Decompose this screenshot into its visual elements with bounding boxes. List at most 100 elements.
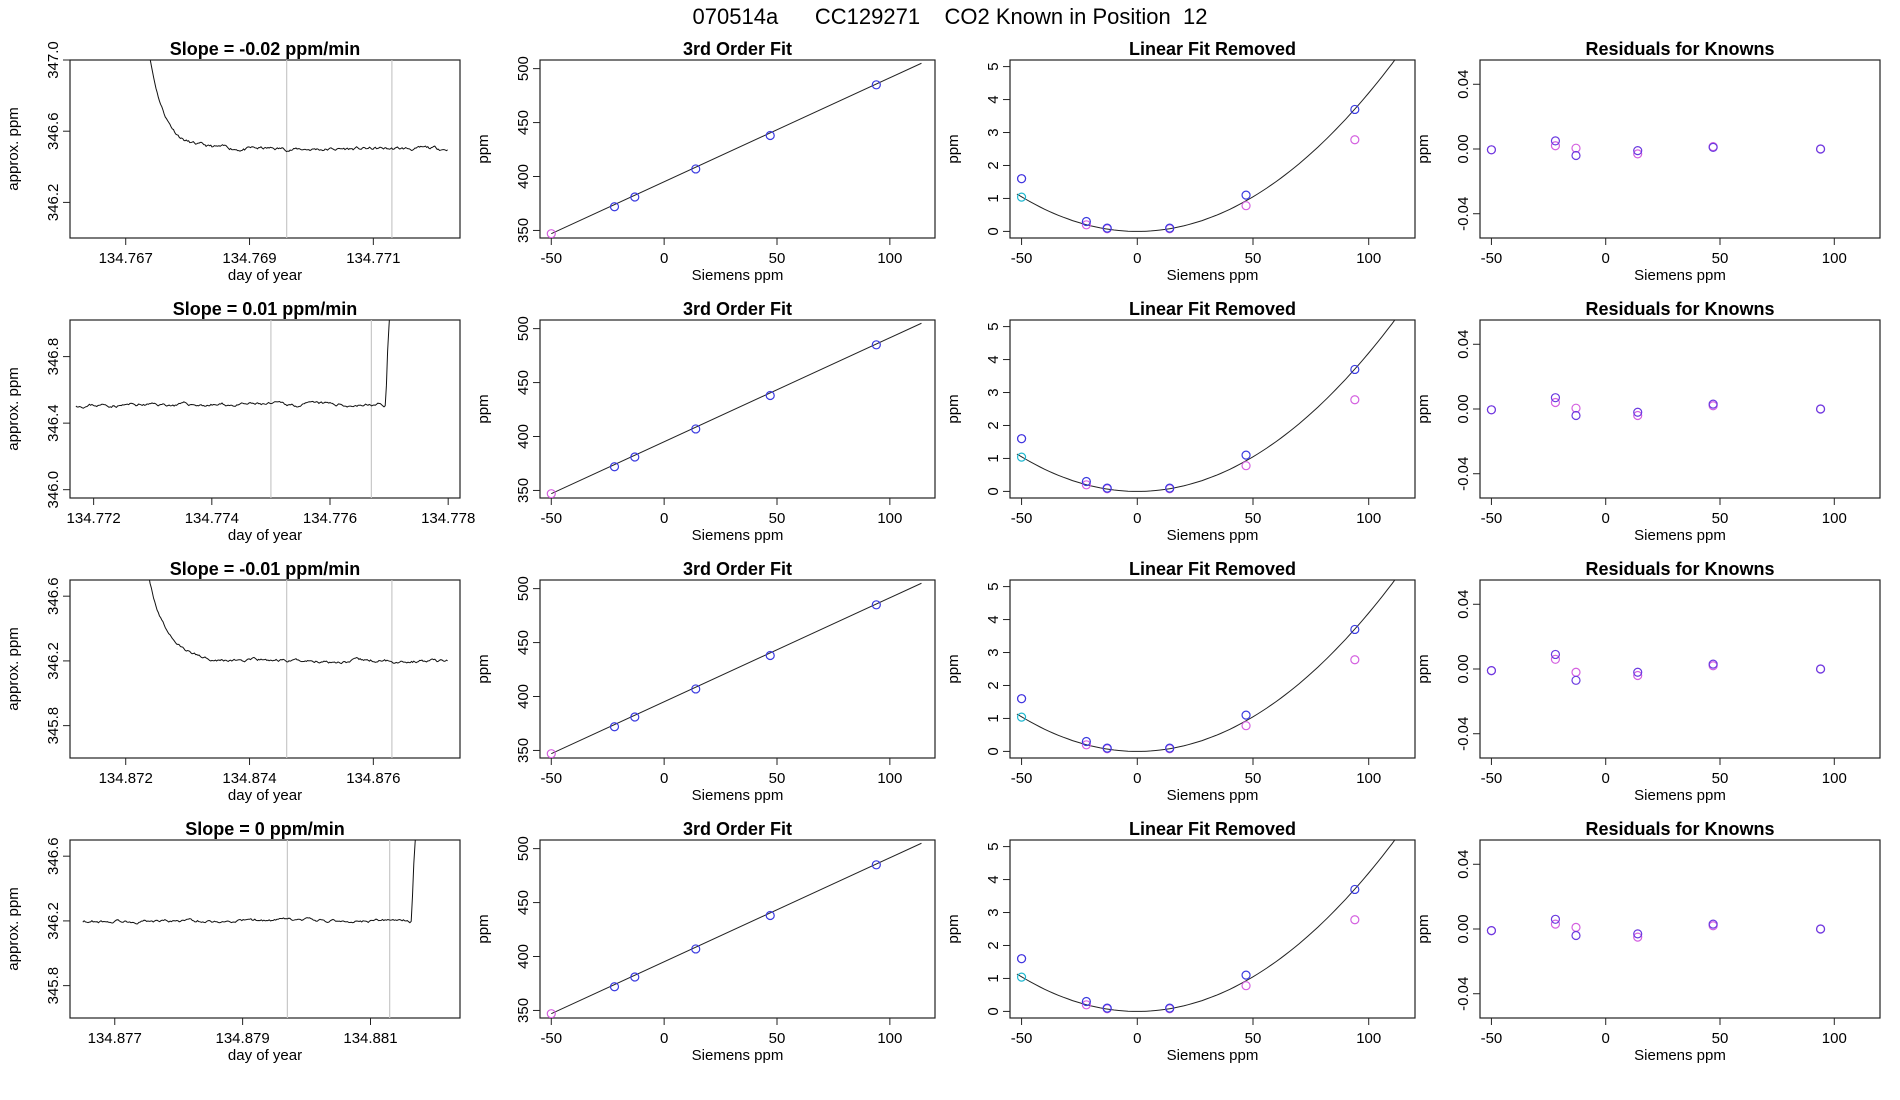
data-point: [871, 340, 881, 350]
residual-point: [1708, 919, 1718, 929]
plot-area: [1016, 60, 1396, 234]
y-tick-label: 0.04: [1455, 330, 1472, 359]
x-axis-label: Siemens ppm: [1634, 527, 1726, 544]
data-point-magenta: [1081, 1000, 1091, 1010]
y-tick-label: 350: [515, 998, 532, 1023]
x-tick-label: 0: [1133, 770, 1141, 787]
plot-frame: [1009, 319, 1416, 499]
data-point: [1350, 884, 1360, 895]
data-point: [691, 684, 701, 694]
plot-area: [75, 320, 390, 498]
x-tick-label: 0: [1133, 250, 1141, 267]
x-axis-label: day of year: [228, 527, 302, 544]
data-point: [1081, 996, 1091, 1007]
panel-title: 3rd Order Fit: [683, 39, 792, 59]
residual-point-magenta: [1571, 403, 1581, 413]
data-point-magenta: [1241, 721, 1251, 731]
plot-frame: [1009, 59, 1416, 239]
panel-title: Slope = -0.02 ppm/min: [170, 39, 361, 59]
residual-point: [1486, 145, 1497, 155]
plot-area: [546, 322, 922, 498]
x-tick-label: -50: [1011, 510, 1033, 527]
panel-title: Linear Fit Removed: [1129, 559, 1296, 579]
plot-frame: [1009, 579, 1416, 759]
x-tick-label: 100: [1822, 510, 1847, 527]
y-tick-label: 0.00: [1455, 394, 1472, 423]
x-tick-label: 100: [1356, 1030, 1381, 1047]
panel-time-row2: Slope = 0.01 ppm/min 134.772 134.774 134.77…: [5, 299, 475, 544]
y-tick-label: 346.6: [45, 112, 62, 150]
plot-frame: [539, 839, 936, 1019]
residual-point-magenta: [1633, 670, 1643, 681]
y-tick-label: 0: [985, 1007, 1002, 1015]
data-point: [1241, 450, 1251, 460]
y-tick-label: 1: [985, 974, 1002, 982]
data-point: [609, 722, 620, 732]
residual-point-magenta: [1633, 149, 1643, 159]
panel-time-row4: Slope = 0 ppm/min 134.877 134.879 134.881 34…: [5, 819, 461, 1064]
y-tick-label: 350: [515, 218, 532, 243]
y-tick-label: 5: [985, 62, 1002, 70]
x-tick-label: 50: [769, 510, 786, 527]
fit-curve: [1016, 580, 1396, 752]
plot-frame: [1479, 839, 1881, 1019]
y-tick-label: 400: [515, 164, 532, 189]
x-tick-label: 100: [877, 770, 902, 787]
y-tick-label: 2: [985, 161, 1002, 169]
x-tick-label: 50: [1712, 510, 1729, 527]
data-point-magenta: [1241, 981, 1251, 991]
y-axis-label: ppm: [945, 134, 962, 163]
x-tick-label: 134.767: [99, 250, 153, 267]
y-tick-label: 346.4: [45, 404, 62, 442]
y-axis-label: approx. ppm: [5, 627, 22, 710]
data-point-magenta: [1241, 461, 1251, 471]
y-tick-label: 500: [515, 56, 532, 81]
data-point: [630, 712, 640, 722]
residual-point-magenta: [1633, 410, 1643, 421]
x-tick-label: 50: [1245, 250, 1262, 267]
residual-point: [1815, 144, 1826, 154]
time-series-trace: [75, 320, 390, 409]
x-tick-label: 134.881: [343, 1030, 397, 1047]
y-tick-label: 2: [985, 421, 1002, 429]
data-point-magenta: [1081, 220, 1091, 230]
residual-point: [1550, 393, 1561, 403]
data-point: [609, 202, 620, 212]
y-tick-label: 500: [515, 576, 532, 601]
residual-point: [1486, 666, 1497, 676]
panel-title: 3rd Order Fit: [683, 819, 792, 839]
residual-point-magenta: [1550, 397, 1561, 408]
residual-point: [1571, 675, 1581, 685]
y-axis-label: ppm: [945, 914, 962, 943]
x-tick-label: 100: [1822, 250, 1847, 267]
plot-frame: [69, 579, 461, 759]
fit-line: [551, 322, 922, 495]
panel-title: Residuals for Knowns: [1585, 39, 1774, 59]
plot-frame: [539, 579, 936, 759]
y-tick-label: -0.04: [1455, 977, 1472, 1011]
x-axis-label: Siemens ppm: [1167, 527, 1259, 544]
data-point: [1350, 624, 1360, 635]
data-point: [630, 972, 640, 982]
data-point-cyan: [1016, 192, 1027, 202]
panel-resid-row1: Residuals for Knowns -50 0 50 100 -0.04 0.00 0.…: [1415, 39, 1881, 284]
residual-point: [1486, 405, 1497, 415]
x-tick-label: 134.877: [88, 1030, 142, 1047]
x-tick-label: 0: [660, 250, 668, 267]
y-axis-label: approx. ppm: [5, 107, 22, 190]
y-tick-label: 400: [515, 684, 532, 709]
residual-point: [1708, 142, 1718, 152]
plot-area: [1486, 914, 1826, 942]
x-tick-label: -50: [1011, 250, 1033, 267]
x-tick-label: 134.778: [421, 510, 475, 527]
y-tick-label: 500: [515, 836, 532, 861]
y-tick-label: 346.6: [45, 837, 62, 875]
x-axis-label: Siemens ppm: [1167, 267, 1259, 284]
data-point: [871, 860, 881, 870]
y-tick-label: 450: [515, 890, 532, 915]
x-tick-label: 0: [1602, 510, 1610, 527]
residual-point-magenta: [1571, 922, 1581, 932]
figure-title: 070514a CC129271 CO2 Known in Position 1…: [692, 4, 1208, 29]
x-axis-label: Siemens ppm: [1634, 787, 1726, 804]
x-tick-label: -50: [1481, 250, 1503, 267]
